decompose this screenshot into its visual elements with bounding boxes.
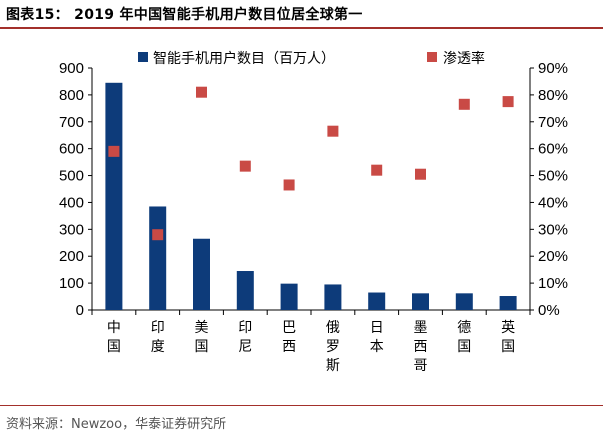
penetration-point: [283, 179, 295, 191]
bar: [149, 206, 167, 310]
figure-title: 图表15： 2019 年中国智能手机用户数目位居全球第一: [6, 7, 363, 23]
penetration-point: [108, 145, 120, 157]
bar: [455, 293, 473, 310]
y-left-tick-label: 900: [59, 60, 84, 77]
legend: 智能手机用户数目（百万人） 渗透率: [138, 50, 485, 67]
category-label: 日本: [370, 320, 384, 355]
category-label: 中国: [107, 320, 121, 355]
category-label: 巴西: [282, 320, 296, 355]
category-label: 印尼: [238, 320, 252, 355]
bar: [368, 292, 386, 310]
bar: [236, 271, 254, 310]
y-right-tick-label: 90%: [538, 60, 568, 77]
y-left-tick-label: 700: [59, 114, 84, 131]
bar: [412, 293, 429, 310]
category-label: 美国: [195, 320, 209, 355]
category-label: 墨西哥: [414, 320, 428, 374]
y-left-tick-label: 200: [59, 248, 84, 265]
y-right-tick-label: 60%: [538, 141, 568, 158]
bars: [105, 82, 517, 311]
bar: [193, 238, 210, 310]
legend-marker-swatch: [427, 52, 437, 62]
y-left-tick-label: 300: [59, 221, 84, 238]
markers: [108, 86, 514, 241]
y-right-tick-label: 40%: [538, 194, 568, 211]
penetration-point: [415, 168, 426, 180]
y-left-tick-label: 400: [59, 194, 84, 211]
y-right-tick-label: 50%: [538, 168, 568, 185]
y-right-tick-label: 20%: [538, 248, 568, 265]
bar: [499, 296, 517, 310]
bar: [324, 284, 342, 310]
category-label: 印度: [151, 320, 165, 355]
y-right-tick-label: 30%: [538, 221, 568, 238]
penetration-point: [458, 98, 470, 110]
penetration-point: [502, 96, 514, 108]
penetration-point: [152, 229, 164, 241]
y-right-tick-label: 80%: [538, 87, 568, 104]
category-label: 英国: [501, 319, 515, 355]
y-left-tick-label: 0: [76, 302, 84, 319]
category-label: 德国: [457, 320, 471, 355]
bar: [105, 82, 123, 311]
bar: [280, 283, 298, 310]
source-note: 资料来源：Newzoo，华泰证券研究所: [6, 417, 227, 432]
source-rule: [0, 405, 603, 406]
y-right-tick-label: 70%: [538, 114, 568, 131]
penetration-point: [196, 86, 207, 98]
legend-bar-label: 智能手机用户数目（百万人）: [153, 50, 335, 67]
legend-bar-swatch: [138, 52, 148, 62]
y-left-tick-label: 800: [59, 87, 84, 104]
penetration-point: [239, 160, 251, 172]
y-right-tick-label: 0%: [538, 302, 560, 319]
bar-chart: 智能手机用户数目（百万人） 渗透率 0 100 200 300 400 500 600 700…: [59, 50, 568, 374]
y-left-tick-label: 100: [59, 275, 84, 292]
penetration-point: [327, 125, 339, 137]
penetration-point: [371, 164, 383, 176]
title-rule: [0, 27, 603, 29]
legend-marker-label: 渗透率: [443, 50, 485, 67]
y-right-tick-label: 10%: [538, 275, 568, 292]
category-label: 俄罗斯: [326, 320, 340, 374]
y-left-tick-label: 600: [59, 141, 84, 158]
ticks: 0 100 200 300 400 500 600 700 800 900 0% 10% 20% 30% 4…: [59, 60, 568, 319]
y-left-tick-label: 500: [59, 168, 84, 185]
